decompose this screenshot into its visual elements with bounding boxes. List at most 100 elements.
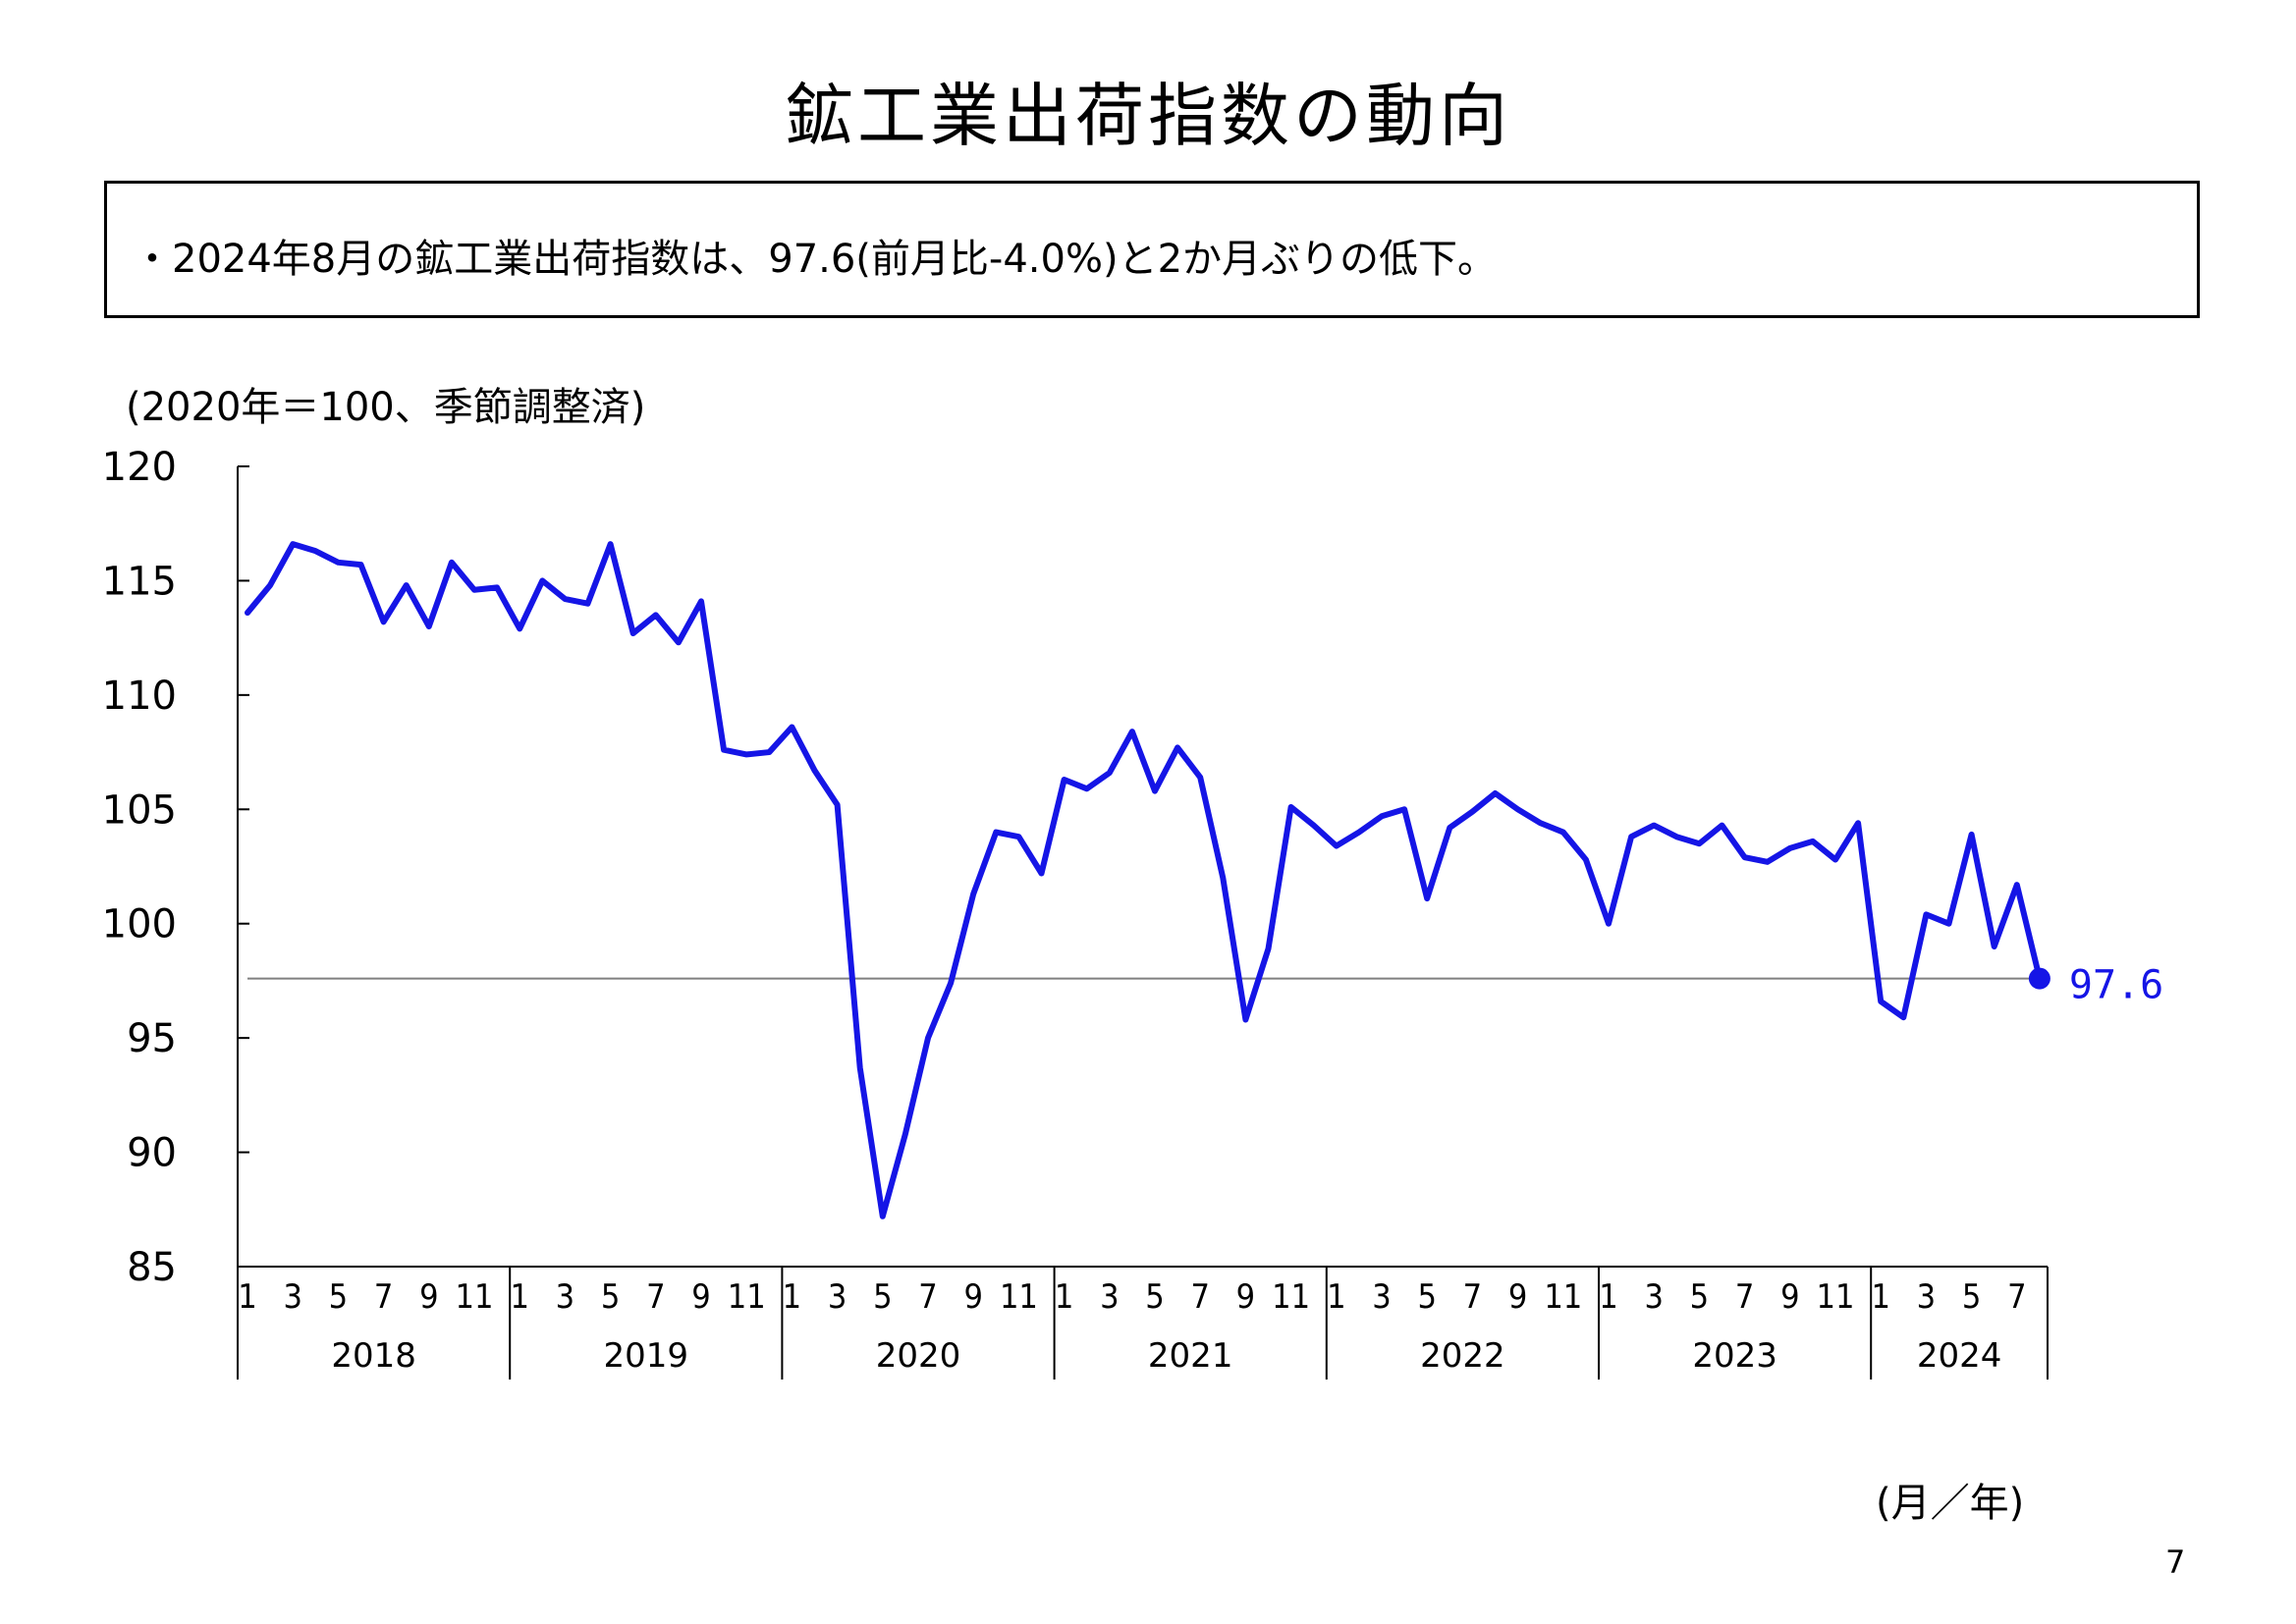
data-point	[517, 625, 522, 631]
year-label: 2023	[1692, 1336, 1777, 1376]
month-tick-label: 7	[1190, 1277, 1209, 1317]
data-point	[1583, 857, 1589, 863]
last-value-label: 97.6	[2069, 963, 2163, 1008]
data-point	[1900, 1014, 1906, 1020]
summary-text: ・2024年8月の鉱工業出荷指数は、97.6(前月比-4.0%)と2か月ぶりの低…	[133, 237, 1498, 282]
month-tick-label: 3	[1644, 1277, 1663, 1317]
data-point	[1832, 857, 1838, 863]
month-tick-label: 7	[1735, 1277, 1754, 1317]
data-point	[1334, 843, 1339, 849]
year-label: 2020	[876, 1336, 961, 1376]
data-point	[1560, 830, 1566, 836]
data-point	[630, 630, 636, 636]
data-point	[608, 541, 614, 547]
month-tick-label: 5	[1962, 1277, 1981, 1317]
data-point	[404, 582, 410, 588]
y-tick-label: 90	[127, 1131, 177, 1176]
month-tick-label: 1	[238, 1277, 256, 1317]
data-point	[1288, 804, 1294, 810]
data-point	[970, 891, 976, 896]
month-tick-label: 3	[556, 1277, 574, 1317]
data-point	[1673, 834, 1679, 839]
data-point	[585, 601, 591, 607]
month-tick-label: 1	[783, 1277, 801, 1317]
year-label: 2019	[604, 1336, 689, 1376]
data-point	[1742, 854, 1748, 860]
month-tick-label: 1	[1871, 1277, 1889, 1317]
last-value-marker	[2028, 967, 2050, 990]
data-point	[1628, 834, 1634, 839]
y-axis-label: (2020年＝100、季節調整済)	[126, 385, 645, 430]
y-tick-label: 115	[102, 559, 177, 604]
month-tick-label: 5	[873, 1277, 892, 1317]
month-tick-label: 9	[1780, 1277, 1799, 1317]
month-tick-label: 11	[1544, 1277, 1582, 1317]
data-point	[539, 577, 545, 583]
data-point	[1447, 825, 1452, 831]
data-point	[1538, 820, 1544, 826]
data-point	[1878, 999, 1884, 1004]
month-tick-label: 11	[456, 1277, 494, 1317]
month-tick-label: 7	[374, 1277, 393, 1317]
data-point	[449, 560, 455, 566]
data-point	[789, 724, 794, 730]
data-point	[1992, 944, 1997, 949]
month-tick-label: 11	[1272, 1277, 1310, 1317]
data-point	[857, 1064, 863, 1070]
data-point	[925, 1035, 931, 1041]
data-point	[1311, 823, 1317, 829]
data-point	[1107, 770, 1113, 776]
month-tick-label: 5	[601, 1277, 620, 1317]
data-point	[1401, 806, 1407, 812]
data-point	[1720, 823, 1725, 829]
data-point	[1266, 946, 1272, 951]
month-tick-label: 7	[918, 1277, 937, 1317]
data-point	[381, 619, 387, 624]
data-point	[290, 541, 296, 547]
data-point	[1175, 744, 1180, 750]
month-tick-label: 3	[828, 1277, 847, 1317]
month-tick-label: 3	[283, 1277, 301, 1317]
data-point	[1242, 1017, 1248, 1023]
month-tick-label: 5	[1145, 1277, 1164, 1317]
data-point	[902, 1131, 908, 1137]
month-tick-label: 7	[2007, 1277, 2026, 1317]
data-point	[1129, 729, 1135, 734]
y-tick-label: 120	[102, 445, 177, 490]
data-point	[245, 610, 250, 616]
month-tick-label: 9	[963, 1277, 982, 1317]
data-point	[1696, 840, 1702, 846]
month-tick-label: 9	[419, 1277, 438, 1317]
data-point	[1651, 823, 1657, 829]
data-point	[335, 560, 341, 566]
data-point	[312, 548, 318, 554]
year-label: 2022	[1420, 1336, 1505, 1376]
data-point	[2014, 882, 2020, 888]
y-tick-label: 85	[127, 1245, 177, 1290]
data-point	[1855, 820, 1861, 826]
y-tick-label: 100	[102, 902, 177, 947]
month-tick-label: 1	[510, 1277, 528, 1317]
month-tick-label: 5	[329, 1277, 348, 1317]
data-point	[267, 582, 273, 588]
year-label: 2024	[1917, 1336, 2002, 1376]
data-point	[721, 747, 727, 753]
month-tick-label: 9	[1236, 1277, 1255, 1317]
month-tick-label: 3	[1372, 1277, 1391, 1317]
month-tick-label: 7	[646, 1277, 665, 1317]
data-point	[698, 598, 704, 604]
data-point	[1197, 775, 1203, 781]
data-point	[743, 751, 749, 757]
data-point	[1220, 875, 1226, 881]
data-point	[1039, 870, 1045, 876]
data-point	[358, 562, 364, 568]
data-point	[993, 830, 999, 836]
data-point	[812, 768, 818, 774]
month-tick-label: 5	[1690, 1277, 1709, 1317]
month-tick-label: 1	[1599, 1277, 1617, 1317]
data-point	[1424, 895, 1430, 901]
month-tick-label: 7	[1463, 1277, 1482, 1317]
data-point	[562, 596, 568, 602]
series-line	[245, 541, 2043, 1219]
